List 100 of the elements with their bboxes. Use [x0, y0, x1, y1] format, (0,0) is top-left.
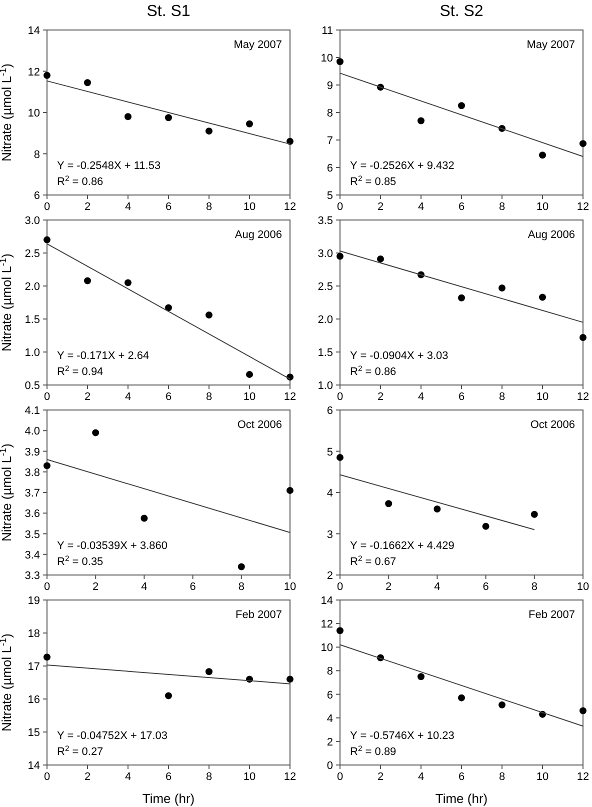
y-tick-label: 8 — [326, 666, 333, 678]
x-tick-label: 2 — [84, 391, 91, 403]
y-tick-label: 16 — [28, 694, 40, 706]
x-tick-label: 12 — [284, 771, 296, 783]
y-tick-label: 3.0 — [318, 248, 333, 260]
annotation: Y = -0.03539X + 3.860 — [57, 540, 168, 552]
y-tick-label: 10 — [320, 52, 333, 64]
annotation: Oct 2006 — [530, 419, 575, 431]
annotation: Y = -0.0904X + 3.03 — [350, 350, 448, 362]
point — [206, 312, 212, 319]
x-tick-label: 2 — [377, 771, 384, 783]
x-tick-label: 6 — [482, 581, 489, 593]
y-tick-label: 10 — [28, 108, 40, 120]
y-tick-label: 3 — [326, 528, 333, 541]
y-tick-label: 5 — [326, 190, 333, 202]
x-tick-label: 6 — [165, 201, 172, 213]
x-tick-label: 0 — [336, 771, 344, 783]
y-tick-label: 6 — [326, 162, 333, 174]
point — [140, 514, 148, 522]
x-tick-label: 8 — [206, 771, 212, 783]
y-tick-label: 3.4 — [24, 549, 40, 562]
point — [286, 676, 294, 683]
y-tick-label: 1.0 — [24, 347, 40, 359]
point — [44, 236, 50, 244]
x-tick-label: 10 — [284, 581, 296, 593]
point — [44, 462, 50, 470]
annotation: R$^{2}$ = 0.67 — [350, 554, 396, 568]
point — [124, 279, 132, 286]
point — [377, 255, 384, 262]
point — [498, 284, 506, 292]
y-tick-label: 3.5 — [24, 528, 40, 541]
point — [458, 102, 465, 110]
y-tick-label: 3.8 — [24, 466, 40, 479]
x-tick-label: 10 — [536, 391, 549, 403]
annotation: Y = -0.1662X + 4.429 — [350, 540, 454, 552]
annotation: R$^{2}$ = 0.86 — [57, 174, 104, 188]
point — [84, 277, 91, 284]
y-tick-label: 0.5 — [24, 380, 40, 392]
x-tick-label: 0 — [336, 581, 344, 593]
y-tick-label: 9 — [326, 80, 333, 92]
point — [458, 694, 465, 702]
annotation: R$^{2}$ = 0.35 — [57, 554, 104, 568]
x-tick-label: 0 — [44, 391, 50, 403]
point — [165, 304, 172, 312]
x-tick-label: 4 — [418, 771, 424, 783]
x-tick-label: 10 — [243, 771, 256, 783]
annotation: R$^{2}$ = 0.86 — [350, 364, 396, 378]
annotation: Aug 2006 — [234, 229, 282, 241]
x-tick-label: 10 — [576, 581, 590, 593]
x-tick-label: 8 — [498, 771, 506, 783]
y-tick-label: 3.0 — [24, 215, 40, 227]
y-tick-label: 18 — [28, 628, 40, 640]
annotation: May 2007 — [234, 39, 282, 51]
x-tick-label: 2 — [84, 201, 91, 213]
annotation: Y = -0.2548X + 11.53 — [57, 160, 161, 172]
x-tick-label: 10 — [243, 391, 256, 403]
x-tick-label: 8 — [206, 201, 212, 213]
x-tick-label: 2 — [386, 581, 392, 593]
y-tick-label: 3.5 — [318, 215, 333, 227]
point — [44, 72, 50, 79]
annotation: R$^{2}$ = 0.89 — [350, 744, 396, 758]
y-tick-label: 12 — [320, 618, 333, 631]
annotation: Y = -0.04752X + 17.03 — [57, 730, 168, 742]
point — [286, 486, 294, 494]
x-tick-label: 4 — [124, 201, 132, 213]
annotation: Y = -0.171X + 2.64 — [57, 350, 150, 362]
x-tick-label: 0 — [336, 391, 344, 403]
x-tick-label: 12 — [576, 201, 590, 213]
point — [336, 627, 344, 634]
y-tick-label: 4 — [326, 712, 333, 725]
y-tick-label: 3.3 — [24, 570, 40, 582]
y-tick-label: 2.5 — [318, 281, 333, 293]
x-axis-title: Time (hr) — [435, 791, 488, 806]
x-tick-label: 4 — [124, 391, 132, 403]
point — [246, 370, 253, 378]
x-tick-label: 2 — [84, 771, 91, 783]
annotation: R$^{2}$ = 0.85 — [350, 174, 396, 188]
x-tick-label: 12 — [284, 391, 296, 403]
x-tick-label: 10 — [536, 771, 549, 783]
x-tick-label: 8 — [498, 201, 506, 213]
x-tick-label: 8 — [206, 391, 212, 403]
x-tick-label: 2 — [92, 581, 99, 593]
y-tick-label: 14 — [28, 760, 40, 772]
point — [84, 79, 91, 86]
point — [246, 120, 253, 128]
point — [539, 294, 546, 301]
annotation: Aug 2006 — [528, 229, 575, 241]
point — [580, 707, 586, 714]
point — [385, 500, 392, 508]
y-tick-label: 8 — [34, 148, 40, 161]
point — [434, 506, 441, 512]
point — [124, 113, 132, 120]
y-tick-label: 3.9 — [24, 446, 40, 458]
annotation: Feb 2007 — [236, 609, 282, 621]
x-tick-label: 4 — [141, 581, 148, 593]
y-tick-label: 11 — [322, 25, 333, 37]
x-tick-label: 2 — [377, 391, 384, 403]
y-tick-label: 2.0 — [318, 314, 333, 326]
x-tick-label: 6 — [458, 201, 465, 213]
y-tick-label: 1.5 — [24, 314, 40, 326]
